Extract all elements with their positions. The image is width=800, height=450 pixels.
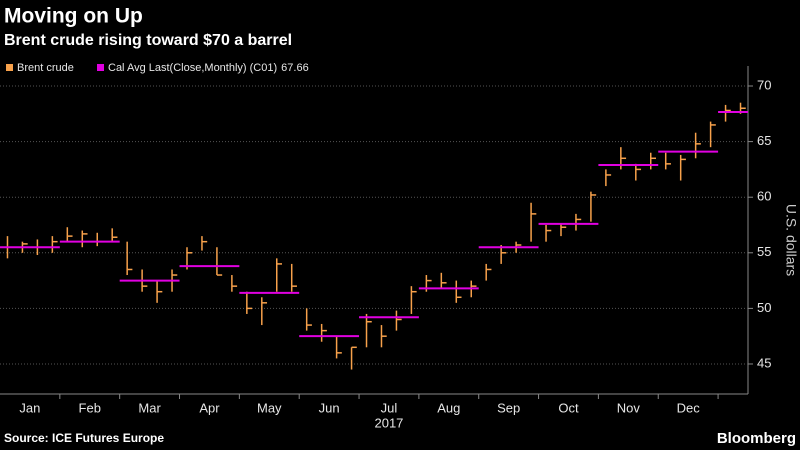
x-tick-label: Nov	[617, 400, 641, 415]
legend-swatch	[97, 64, 104, 71]
x-tick-label: May	[257, 400, 282, 415]
x-tick-label: Sep	[497, 400, 520, 415]
y-tick-label: 45	[757, 355, 771, 370]
year-label: 2017	[374, 415, 403, 430]
x-tick-label: Aug	[437, 400, 460, 415]
x-tick-label: Apr	[199, 400, 220, 415]
chart-subtitle: Brent crude rising toward $70 a barrel	[4, 32, 292, 49]
x-tick-label: Jan	[19, 400, 40, 415]
legend-name: Cal Avg Last(Close,Monthly) (C01)	[108, 62, 277, 74]
y-tick-label: 50	[757, 300, 771, 315]
y-tick-label: 70	[757, 77, 771, 92]
legend-swatch	[6, 64, 13, 71]
source: Source: ICE Futures Europe	[4, 431, 164, 445]
y-tick-label: 55	[757, 244, 771, 259]
legend-label: Brent crude	[17, 62, 74, 74]
legend-label: Cal Avg Last(Close,Monthly) (C01) 67.66	[108, 62, 309, 74]
chart-title: Moving on Up	[4, 5, 143, 28]
legend-value: 67.66	[281, 62, 309, 74]
x-tick-label: Jun	[319, 400, 340, 415]
brand: Bloomberg	[717, 430, 796, 447]
x-tick-label: Mar	[138, 400, 161, 415]
y-axis-label: U.S. dollars	[783, 204, 799, 276]
x-tick-label: Oct	[558, 400, 579, 415]
x-tick-label: Jul	[381, 400, 398, 415]
y-tick-label: 65	[757, 133, 771, 148]
x-tick-label: Feb	[79, 400, 101, 415]
x-tick-label: Dec	[677, 400, 701, 415]
y-tick-label: 60	[757, 189, 771, 204]
